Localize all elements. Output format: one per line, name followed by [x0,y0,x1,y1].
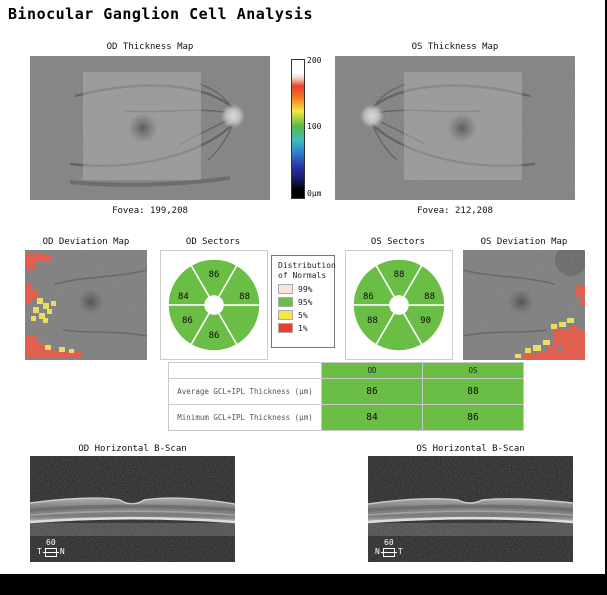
legend-swatch-99 [278,284,293,294]
bottom-black-bar [0,574,607,595]
od-thickness-map-label: OD Thickness Map [106,42,194,52]
os-bscan-overlay: 60 N T [375,538,403,557]
os-sector-inferotemporal-value: 90 [420,316,431,326]
os-sectors-chart: 88 86 88 88 90 [345,250,453,360]
average-thickness-od-value: 86 [321,378,423,405]
os-bscan-label: OS Horizontal B-Scan [416,444,525,454]
table-col-os: OS [422,362,524,379]
legend-swatch-95 [278,297,293,307]
os-sector-inferonasal-value: 88 [367,316,378,326]
os-scan-left-marker: N [375,547,380,557]
thickness-color-scale [291,59,305,199]
od-sector-temporal-value: 84 [178,292,189,302]
od-sectors-label: OD Sectors [185,237,241,247]
legend-title-line1: Distribution [278,261,336,270]
legend-row-5: 5% [278,310,330,320]
od-fovea-coordinates: Fovea: 199,208 [112,206,188,216]
od-scan-right-marker: N [59,547,65,557]
average-thickness-label: Average GCL+IPL Thickness (μm) [168,378,322,405]
legend-swatch-5 [278,310,293,320]
od-deviation-map-label: OD Deviation Map [42,237,130,247]
od-sector-nasal-value: 88 [239,292,250,302]
legend-title-line2: of Normals [278,271,327,280]
od-bscan-image: 60 T N [30,456,235,562]
od-sector-wedges [167,258,261,352]
os-sector-wedges [352,258,446,352]
os-thickness-map-image [335,56,575,200]
legend-row-95: 95% [278,297,330,307]
scale-tick-100: 100 [307,122,322,131]
minimum-thickness-label: Minimum GCL+IPL Thickness (μm) [168,404,322,431]
od-deviation-map-image [25,250,147,360]
os-deviation-map-label: OS Deviation Map [480,237,568,247]
table-row-minimum: Minimum GCL+IPL Thickness (μm) 84 86 [168,404,524,431]
od-sectors-chart: 86 84 88 86 86 [160,250,268,360]
od-bscan-label: OD Horizontal B-Scan [78,444,187,454]
od-scan-left-marker: T [37,547,42,557]
table-corner-cell [168,362,322,379]
scan-direction-icon [42,547,59,557]
os-sector-superior-value: 88 [393,270,405,280]
minimum-thickness-os-value: 86 [422,404,524,431]
os-sector-temporal-value: 88 [424,292,435,302]
legend-row-1: 1% [278,323,330,333]
table-header-row: OD OS [168,362,524,379]
od-thickness-map-image [30,56,270,200]
od-bscan-overlay: 60 T N [37,538,65,557]
minimum-thickness-od-value: 84 [321,404,423,431]
right-edge-bar [605,0,607,595]
legend-swatch-1 [278,323,293,333]
os-thickness-map-label: OS Thickness Map [411,42,499,52]
average-thickness-os-value: 88 [422,378,524,405]
od-sector-inferior-value: 86 [208,331,220,341]
os-scan-right-marker: T [397,547,403,557]
scale-tick-0: 0μm [307,189,322,198]
od-bscan-number: 60 [46,537,56,547]
gcl-thickness-table: OD OS Average GCL+IPL Thickness (μm) 86 … [168,362,524,431]
os-sectors-label: OS Sectors [370,237,426,247]
od-sector-inferotemporal-value: 86 [182,316,193,326]
os-deviation-map-image [463,250,585,360]
os-fovea-coordinates: Fovea: 212,208 [417,206,493,216]
table-row-average: Average GCL+IPL Thickness (μm) 86 88 [168,378,524,405]
scan-direction-icon [380,547,397,557]
os-bscan-number: 60 [384,537,394,547]
scale-tick-200: 200 [307,56,322,65]
os-bscan-image: 60 N T [368,456,573,562]
od-sector-superior-value: 86 [208,270,220,280]
legend-row-99: 99% [278,284,330,294]
page-title: Binocular Ganglion Cell Analysis [8,5,313,23]
distribution-of-normals-legend: Distribution of Normals 99% 95% 5% 1% [271,255,336,348]
table-col-od: OD [321,362,423,379]
os-sector-nasal-value: 86 [363,292,374,302]
